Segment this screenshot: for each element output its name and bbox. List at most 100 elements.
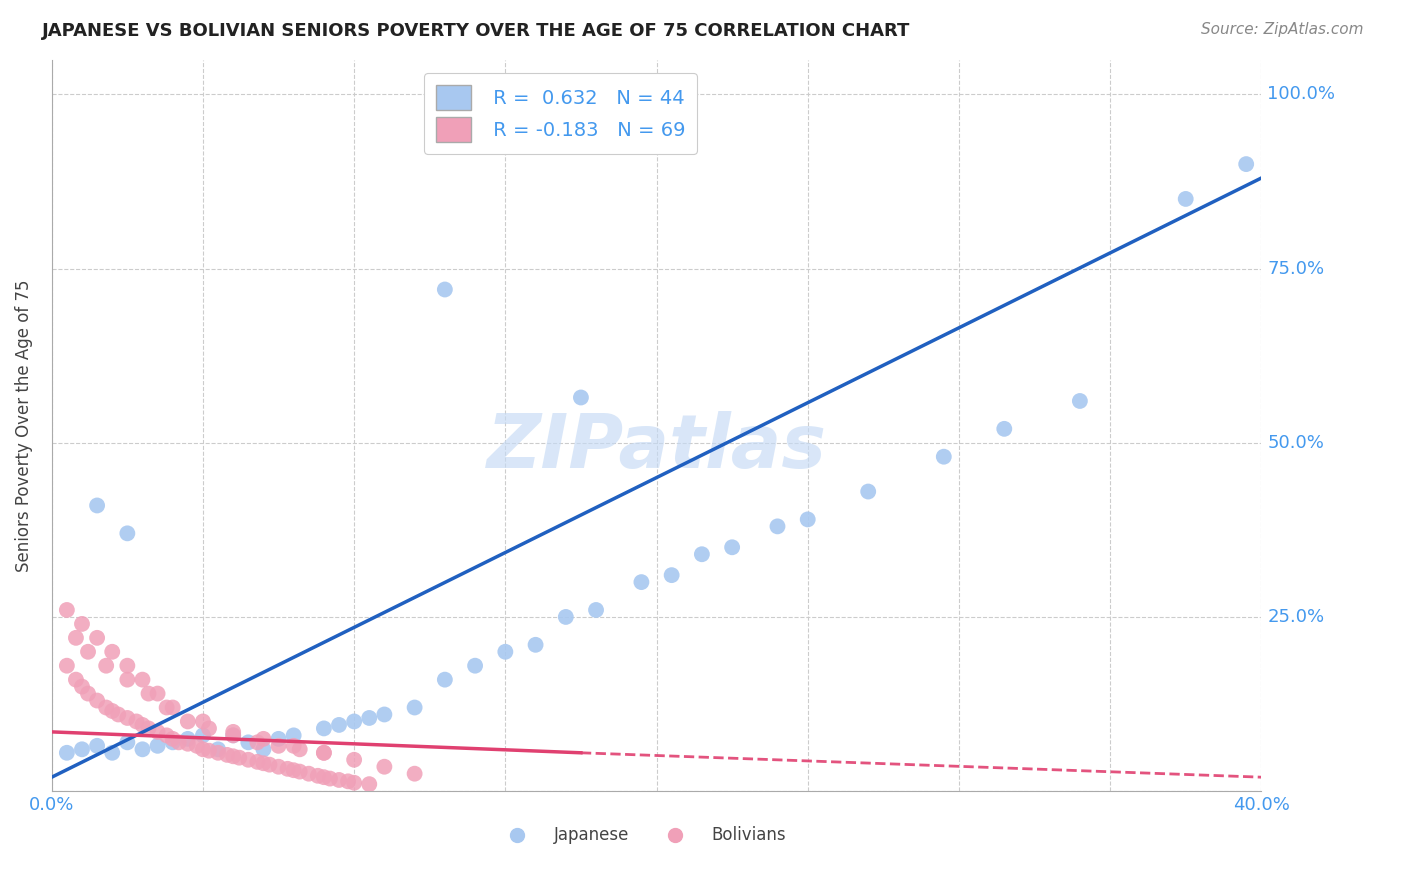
Point [207, 742, 229, 756]
Point [177, 737, 200, 751]
Point [288, 764, 311, 779]
Point [131, 742, 153, 756]
Point [464, 658, 486, 673]
Point [796, 512, 818, 526]
Point [96, 700, 118, 714]
Point [156, 728, 179, 742]
Point [156, 700, 179, 714]
Text: 75.0%: 75.0% [1267, 260, 1324, 277]
Point [70, 742, 93, 756]
Point [77, 645, 100, 659]
Y-axis label: Seniors Poverty Over the Age of 75: Seniors Poverty Over the Age of 75 [15, 279, 32, 572]
Text: Bolivians: Bolivians [711, 826, 786, 844]
Point [690, 547, 713, 561]
Point [86, 631, 108, 645]
Point [307, 769, 329, 783]
Point [177, 731, 200, 746]
Point [343, 776, 366, 790]
Point [343, 753, 366, 767]
Point [246, 755, 269, 769]
Point [101, 746, 124, 760]
Point [70, 680, 93, 694]
Point [433, 283, 456, 297]
Point [228, 750, 250, 764]
Point [404, 700, 426, 714]
Text: Source: ZipAtlas.com: Source: ZipAtlas.com [1201, 22, 1364, 37]
Point [125, 714, 148, 729]
Point [86, 693, 108, 707]
Point [328, 718, 350, 732]
Legend:  R =  0.632   N = 44,  R = -0.183   N = 69: R = 0.632 N = 44, R = -0.183 N = 69 [425, 73, 697, 154]
Point [191, 742, 214, 756]
Point [131, 718, 153, 732]
Point [252, 756, 274, 771]
Point [162, 731, 184, 746]
Point [86, 739, 108, 753]
Point [252, 731, 274, 746]
Point [138, 722, 160, 736]
Point [101, 645, 124, 659]
Point [283, 728, 305, 742]
Point [288, 742, 311, 756]
Point [191, 728, 214, 742]
Point [319, 772, 342, 786]
Point [162, 735, 184, 749]
Text: 25.0%: 25.0% [1267, 608, 1324, 626]
Point [283, 763, 305, 777]
Point [277, 762, 299, 776]
Point [404, 766, 426, 780]
Point [222, 725, 245, 739]
Point [65, 631, 87, 645]
Point [238, 753, 260, 767]
Point [167, 735, 190, 749]
Text: ZIPatlas: ZIPatlas [486, 411, 827, 483]
Point [721, 541, 744, 555]
Point [65, 673, 87, 687]
Point [267, 731, 290, 746]
Point [1174, 192, 1197, 206]
Point [1205, 826, 1227, 840]
Point [246, 735, 269, 749]
Point [117, 658, 139, 673]
Point [146, 725, 169, 739]
Point [117, 673, 139, 687]
Point [138, 687, 160, 701]
Point [162, 700, 184, 714]
Point [359, 711, 381, 725]
Point [359, 777, 381, 791]
Point [554, 610, 576, 624]
Point [96, 658, 118, 673]
Point [207, 746, 229, 760]
Point [101, 704, 124, 718]
Point [107, 707, 129, 722]
Point [217, 747, 239, 762]
Point [993, 422, 1015, 436]
Point [312, 746, 335, 760]
Point [56, 746, 79, 760]
Point [86, 499, 108, 513]
Point [661, 568, 683, 582]
Point [191, 714, 214, 729]
Text: 100.0%: 100.0% [1267, 86, 1336, 103]
Point [524, 638, 547, 652]
Point [298, 766, 321, 780]
Point [117, 711, 139, 725]
Point [177, 714, 200, 729]
Point [259, 757, 281, 772]
Point [856, 484, 879, 499]
Point [766, 519, 789, 533]
Point [932, 450, 955, 464]
Point [283, 739, 305, 753]
Point [373, 707, 395, 722]
Point [146, 687, 169, 701]
Point [1069, 394, 1091, 409]
Point [312, 722, 335, 736]
Text: Japanese: Japanese [554, 826, 628, 844]
Point [70, 616, 93, 631]
Point [56, 603, 79, 617]
Point [146, 739, 169, 753]
Point [312, 770, 335, 784]
Point [494, 645, 516, 659]
Point [77, 687, 100, 701]
Point [222, 728, 245, 742]
